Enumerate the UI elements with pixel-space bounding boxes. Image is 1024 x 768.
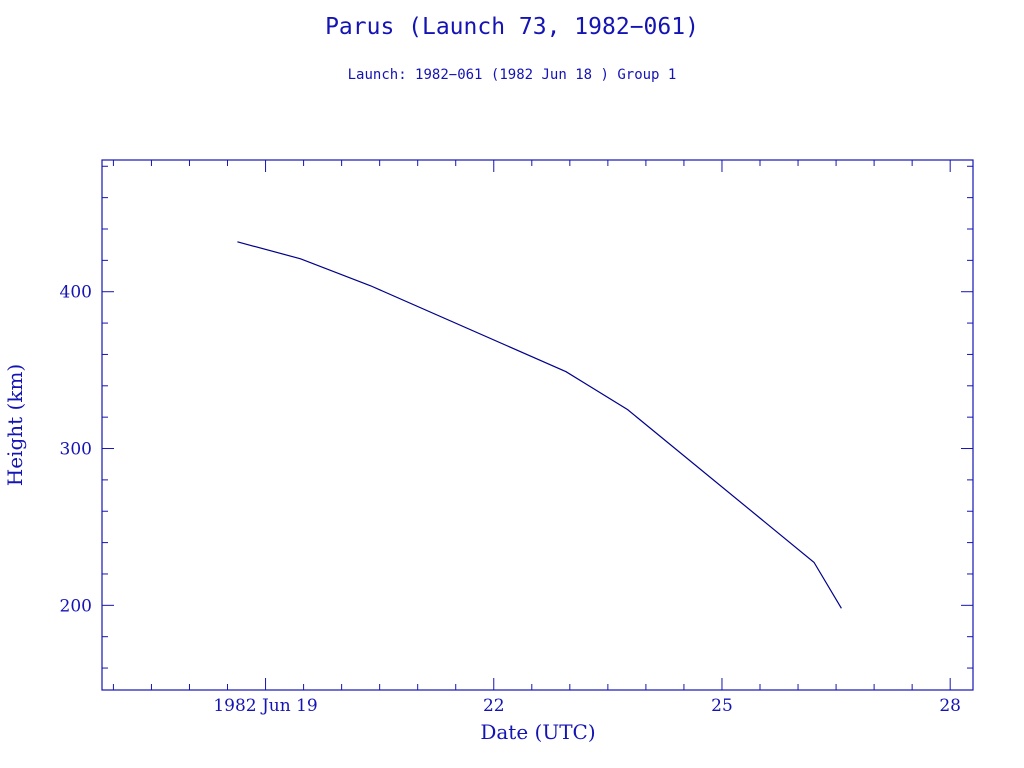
chart-title: Parus (Launch 73, 1982−061) — [325, 14, 699, 40]
x-tick-label: 25 — [711, 696, 733, 716]
x-tick-label: 28 — [939, 696, 961, 716]
y-tick-label: 200 — [60, 596, 92, 616]
y-tick-label: 400 — [60, 283, 92, 303]
chart-subtitle: Launch: 1982−061 (1982 Jun 18 ) Group 1 — [347, 67, 677, 83]
series-line-height — [237, 241, 842, 609]
y-tick-label: 300 — [60, 440, 92, 460]
plot-frame — [101, 159, 974, 691]
x-tick-label: 1982 Jun 19 — [213, 696, 317, 716]
y-axis-label: Height (km) — [3, 364, 27, 486]
x-tick-label: 22 — [483, 696, 505, 716]
x-axis-label: Date (UTC) — [480, 720, 595, 744]
